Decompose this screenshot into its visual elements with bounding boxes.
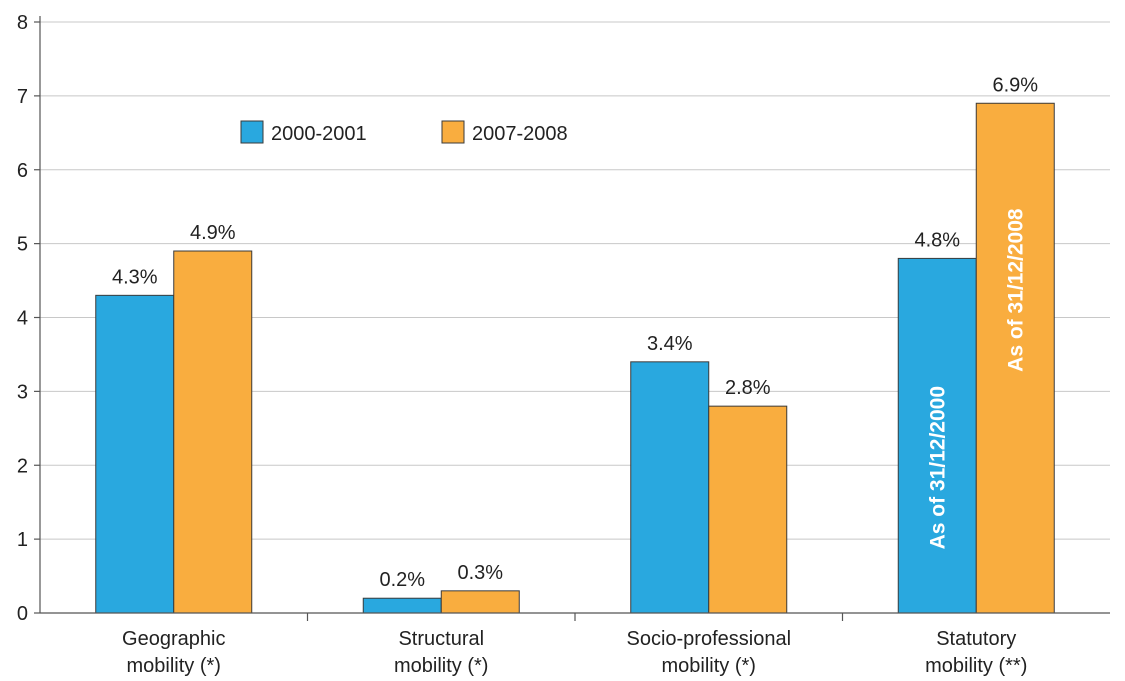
- data-label: 4.9%: [190, 222, 236, 244]
- data-label: 0.3%: [457, 562, 503, 584]
- x-category-label: Structural: [398, 628, 484, 650]
- axes: 0 1 2 3 4 5 6 7 8: [17, 12, 1110, 625]
- data-label: 4.8%: [914, 229, 960, 251]
- bar: [173, 250, 253, 614]
- legend-label: 2000-2001: [271, 123, 367, 145]
- y-tick-label: 6: [17, 160, 28, 182]
- y-tick-label: 8: [17, 12, 28, 34]
- x-category-label: Statutory: [936, 628, 1016, 650]
- x-category-label: Geographic: [122, 628, 225, 650]
- y-tick-label: 3: [17, 381, 28, 403]
- x-category-label: mobility (*): [662, 655, 756, 677]
- bar-annotation: As of 31/12/2000: [926, 386, 949, 549]
- legend-swatch: [240, 120, 264, 144]
- data-label: 3.4%: [647, 333, 693, 355]
- data-label: 6.9%: [992, 74, 1038, 96]
- x-category-label: Socio-professional: [626, 628, 791, 650]
- x-category-label: mobility (**): [925, 655, 1027, 677]
- y-tick-label: 4: [17, 308, 28, 330]
- data-label: 4.3%: [112, 266, 158, 288]
- bar: [975, 102, 1055, 614]
- labels-group: 4.3% 4.9% 0.2% 0.3% 3.4% 2.8% 4.8% 6.9% As of 31…: [112, 74, 1038, 677]
- bar: [897, 257, 977, 614]
- y-tick-label: 1: [17, 529, 28, 551]
- bar: [708, 405, 788, 614]
- y-tick-label: 7: [17, 86, 28, 108]
- data-label: 2.8%: [725, 377, 771, 399]
- bar-annotation: As of 31/12/2008: [1004, 208, 1027, 372]
- bar: [362, 597, 442, 614]
- x-category-label: mobility (*): [127, 655, 221, 677]
- x-category-label: mobility (*): [394, 655, 488, 677]
- bar: [95, 294, 175, 614]
- bars-group: [95, 102, 1055, 614]
- y-tick-label: 2: [17, 455, 28, 477]
- y-tick-label: 5: [17, 234, 28, 256]
- legend: 2000-2001 2007-2008: [240, 120, 568, 145]
- bar: [630, 361, 710, 614]
- data-label: 0.2%: [379, 569, 425, 591]
- legend-label: 2007-2008: [472, 123, 568, 145]
- y-tick-label: 0: [17, 603, 28, 625]
- legend-swatch: [441, 120, 465, 144]
- bar: [440, 590, 520, 614]
